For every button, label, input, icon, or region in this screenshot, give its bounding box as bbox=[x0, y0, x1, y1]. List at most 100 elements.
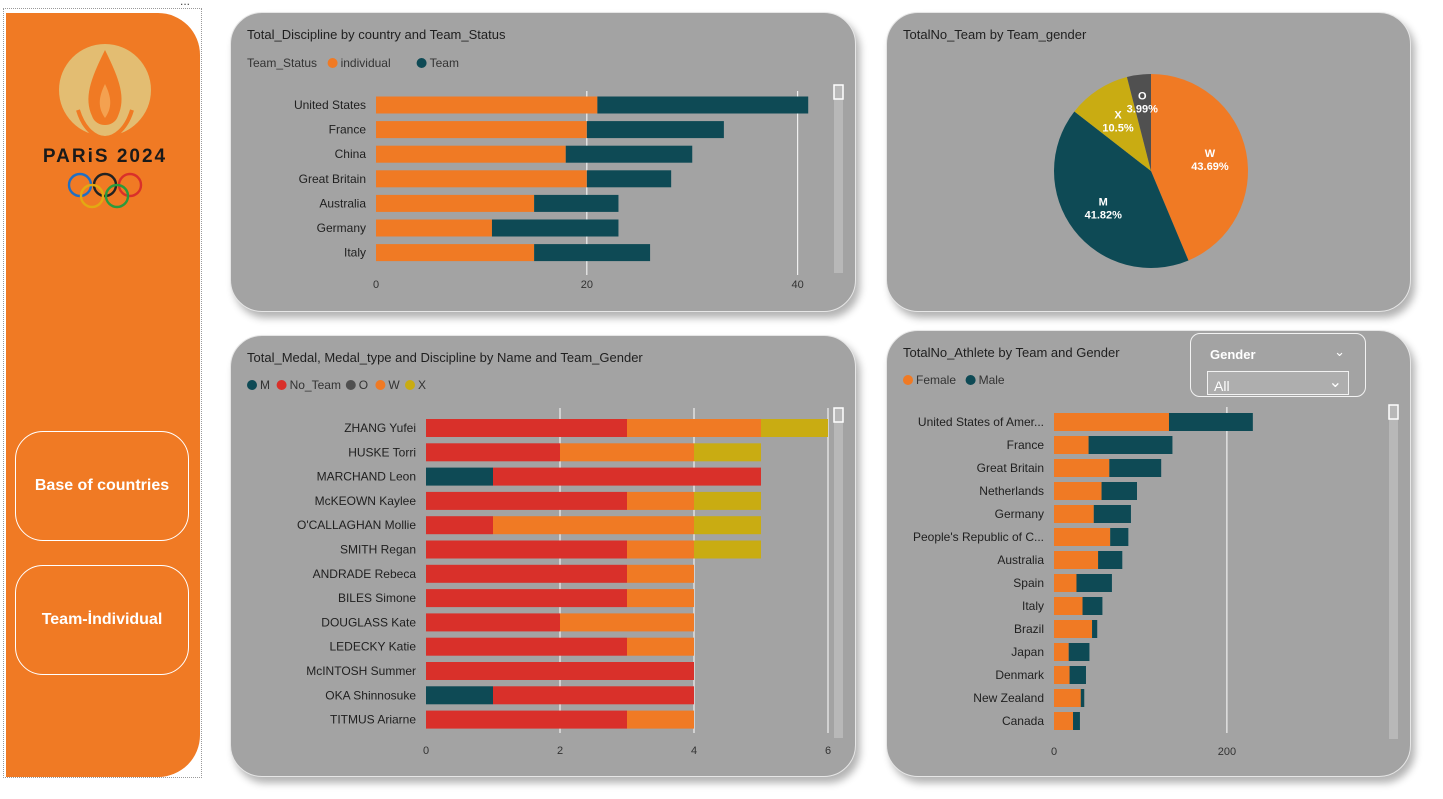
legend-label-male: Male bbox=[979, 373, 1005, 387]
legend-label-female: Female bbox=[916, 373, 956, 387]
legend-label-no-team: No_Team bbox=[290, 378, 341, 392]
bar-no-team bbox=[426, 491, 627, 510]
bar-no-team bbox=[426, 564, 627, 583]
bar-w bbox=[560, 443, 694, 462]
y-category-label: Japan bbox=[1011, 645, 1044, 659]
bar-male bbox=[1110, 528, 1129, 546]
y-category-label: People's Republic of C... bbox=[913, 530, 1044, 544]
y-category-label: BILES Simone bbox=[338, 591, 416, 605]
bar-male bbox=[1088, 436, 1173, 454]
scrollbar-thumb bbox=[1388, 404, 1399, 420]
legend-marker-team bbox=[416, 58, 427, 68]
legend-label-individual: individual bbox=[341, 56, 391, 70]
medal-bar-chart: M No_Team O W X 0 2 4 6 ZHANG Yufei HUSKE Torri MAR… bbox=[247, 378, 844, 757]
legend-label-m: M bbox=[260, 378, 270, 392]
bar-team bbox=[586, 170, 672, 188]
slicer-dropdown[interactable]: All ⌄ bbox=[1207, 371, 1349, 395]
team-gender-pie-chart: W43.69% M41.82% X10.5% O3.99% bbox=[1054, 74, 1248, 269]
y-category-label: O'CALLAGHAN Mollie bbox=[297, 518, 416, 532]
team-gender-pie-card: W 43.69% M 41.82% X 10.5% O 3.99% TotalNo_Team … bbox=[886, 12, 1411, 312]
bar-x bbox=[694, 540, 761, 559]
y-category-label: Italy bbox=[1022, 599, 1044, 613]
bar-male bbox=[1068, 643, 1090, 661]
bar-team bbox=[534, 244, 651, 262]
bar-individual bbox=[376, 219, 492, 237]
y-category-label: Canada bbox=[1002, 714, 1044, 728]
y-category-label: ANDRADE Rebeca bbox=[313, 567, 417, 581]
bar-female bbox=[1054, 413, 1169, 431]
legend-marker-w bbox=[375, 380, 386, 390]
pie-slice-value-w: 43.69% bbox=[1191, 161, 1229, 173]
legend-marker-x bbox=[405, 380, 415, 390]
bar-male bbox=[1098, 551, 1123, 569]
scrollbar-thumb bbox=[833, 84, 844, 100]
pie-slice-name-m: M bbox=[1099, 197, 1108, 209]
legend-marker-no-team bbox=[276, 380, 287, 390]
y-category-label: Netherlands bbox=[979, 484, 1044, 498]
discipline-chart-title: Total_Discipline by country and Team_Sta… bbox=[247, 27, 506, 42]
bar-male bbox=[1168, 413, 1253, 431]
legend-title: Team_Status bbox=[247, 56, 317, 70]
bar-female bbox=[1054, 505, 1094, 523]
x-tick-label: 200 bbox=[1218, 746, 1236, 758]
bar-male bbox=[1082, 597, 1103, 615]
bar-w bbox=[627, 589, 694, 608]
bar-male bbox=[1109, 459, 1162, 477]
sidebar-frame bbox=[3, 8, 202, 778]
bar-no-team bbox=[426, 710, 627, 729]
bar-individual bbox=[376, 170, 587, 188]
pie-slice-value-o: 3.99% bbox=[1127, 104, 1158, 116]
y-category-label: Australia bbox=[319, 196, 366, 210]
nav-base-of-countries-button[interactable]: Base of countries bbox=[15, 431, 189, 541]
pie-slice-value-x: 10.5% bbox=[1102, 123, 1133, 135]
bar-team bbox=[586, 121, 724, 139]
bar-team bbox=[534, 194, 619, 212]
bar-female bbox=[1054, 597, 1083, 615]
bar-female bbox=[1054, 551, 1099, 569]
bar-male bbox=[1093, 505, 1131, 523]
bar-x bbox=[694, 491, 761, 510]
y-category-label: France bbox=[1007, 438, 1045, 452]
y-category-label: HUSKE Torri bbox=[348, 445, 416, 459]
y-category-label: Germany bbox=[317, 221, 366, 235]
y-category-label: France bbox=[329, 123, 367, 137]
y-category-label: Great Britain bbox=[977, 461, 1044, 475]
pie-slice-name-o: O bbox=[1138, 91, 1147, 103]
bar-female bbox=[1054, 459, 1110, 477]
y-category-label: United States bbox=[294, 98, 366, 112]
bar-no-team bbox=[426, 419, 627, 437]
bar-w bbox=[627, 491, 694, 510]
scrollbar-thumb bbox=[833, 407, 844, 423]
nav-team-individual-button[interactable]: Team-İndividual bbox=[15, 565, 189, 675]
y-category-label: TITMUS Ariarne bbox=[330, 713, 416, 727]
bar-w bbox=[627, 637, 694, 656]
bar-individual bbox=[376, 96, 598, 114]
slicer-collapse-chevron-icon[interactable]: ⌄ bbox=[1334, 344, 1345, 359]
bar-no-team bbox=[493, 467, 761, 486]
x-tick-label: 0 bbox=[1051, 746, 1057, 758]
y-category-label: SMITH Regan bbox=[340, 543, 416, 557]
bar-w bbox=[627, 710, 694, 729]
bar-female bbox=[1054, 482, 1102, 500]
bar-no-team bbox=[426, 540, 627, 559]
logo-text: PARiS 2024 bbox=[43, 146, 167, 167]
gender-slicer[interactable]: Gender ⌄ All ⌄ bbox=[1190, 333, 1366, 397]
chevron-down-icon[interactable]: ⌄ bbox=[1328, 374, 1342, 391]
athlete-chart-title: TotalNo_Athlete by Team and Gender bbox=[903, 345, 1120, 360]
bar-male bbox=[1076, 574, 1112, 592]
bar-w bbox=[627, 419, 761, 437]
y-category-label: MARCHAND Leon bbox=[317, 470, 416, 484]
x-tick-label: 40 bbox=[792, 279, 804, 291]
bar-w bbox=[627, 540, 694, 559]
bar-w bbox=[493, 516, 694, 535]
pie-slice-value-m: 41.82% bbox=[1085, 210, 1123, 222]
bar-male bbox=[1080, 689, 1085, 707]
legend-label-w: W bbox=[388, 378, 400, 392]
y-category-label: OKA Shinnosuke bbox=[325, 688, 416, 702]
more-options-icon[interactable]: ... bbox=[180, 0, 191, 8]
x-tick-label: 0 bbox=[423, 745, 429, 757]
bar-individual bbox=[376, 244, 535, 262]
medal-chart-title: Total_Medal, Medal_type and Discipline b… bbox=[247, 350, 643, 365]
legend-marker-male bbox=[965, 375, 976, 385]
x-tick-label: 2 bbox=[557, 745, 563, 757]
